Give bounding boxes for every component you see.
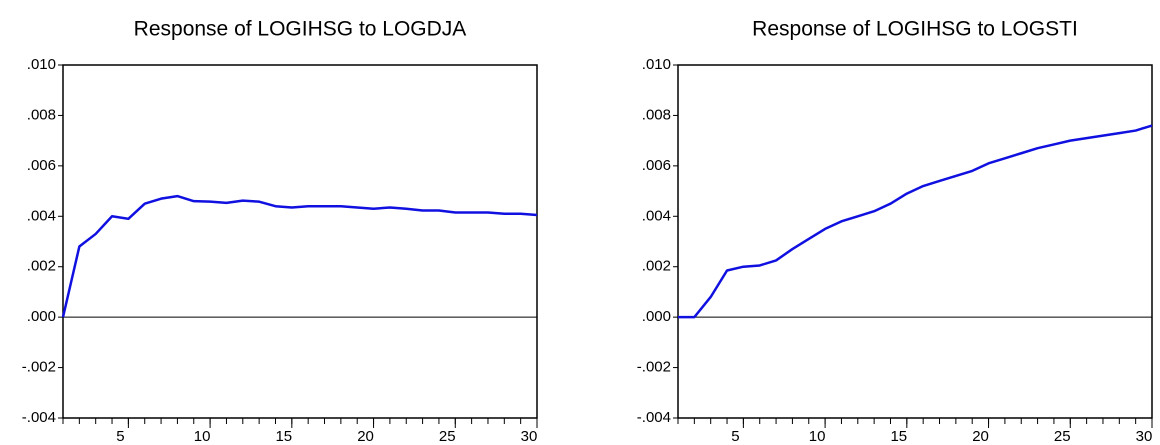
x-tick-label: 20 bbox=[357, 428, 374, 445]
y-tick-label: .000 bbox=[642, 308, 671, 325]
y-tick-label: -.004 bbox=[22, 409, 56, 426]
y-tick-label: .006 bbox=[27, 157, 56, 174]
y-tick-label: -.002 bbox=[637, 359, 671, 376]
y-tick-label: .002 bbox=[27, 258, 56, 275]
x-tick-label: 30 bbox=[521, 428, 538, 445]
y-tick-label: .004 bbox=[642, 207, 671, 224]
y-tick-label: .010 bbox=[27, 56, 56, 73]
y-tick-label: .008 bbox=[27, 106, 56, 123]
y-tick-label: .010 bbox=[642, 56, 671, 73]
x-tick-label: 25 bbox=[439, 428, 456, 445]
x-tick-label: 30 bbox=[1136, 428, 1153, 445]
data-line bbox=[61, 194, 538, 318]
chart-title: Response of LOGIHSG to LOGDJA bbox=[134, 18, 467, 41]
x-tick-label: 10 bbox=[809, 428, 826, 445]
y-tick-label: .000 bbox=[27, 308, 56, 325]
plot-frame bbox=[62, 64, 538, 419]
data-line bbox=[678, 124, 1153, 319]
y-tick-label: -.004 bbox=[637, 409, 671, 426]
x-tick-label: 15 bbox=[275, 428, 292, 445]
x-tick-label: 10 bbox=[194, 428, 211, 445]
y-tick-label: -.002 bbox=[22, 359, 56, 376]
chart-title: Response of LOGIHSG to LOGSTI bbox=[752, 18, 1078, 41]
plot-frame bbox=[677, 64, 1153, 419]
x-tick-label: 25 bbox=[1054, 428, 1071, 445]
x-tick-label: 15 bbox=[890, 428, 907, 445]
y-tick-label: .002 bbox=[642, 258, 671, 275]
x-tick-label: 20 bbox=[972, 428, 989, 445]
x-tick-label: 5 bbox=[731, 428, 739, 445]
y-tick-label: .006 bbox=[642, 157, 671, 174]
y-tick-label: .008 bbox=[642, 106, 671, 123]
x-tick-label: 5 bbox=[116, 428, 124, 445]
y-tick-label: .004 bbox=[27, 207, 56, 224]
